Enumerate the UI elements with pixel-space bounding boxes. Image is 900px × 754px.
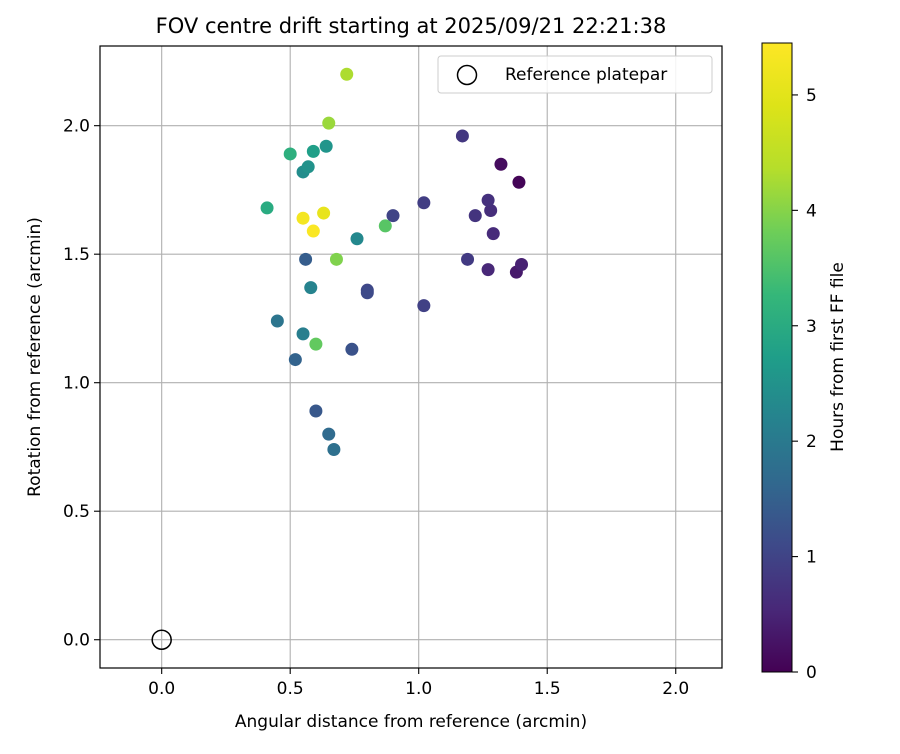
colorbar: 0 1 2 3 4 5 Hours from first FF file (761, 42, 848, 683)
legend: Reference platepar (437, 55, 713, 94)
data-point (319, 139, 333, 153)
data-point (309, 404, 323, 418)
colorbar-tick-label: 5 (806, 86, 817, 106)
plot-background (100, 46, 722, 668)
data-point (322, 427, 336, 441)
colorbar-label: Hours from first FF file (828, 262, 848, 452)
reference-platepar-marker (151, 629, 172, 650)
data-point (306, 144, 320, 158)
data-point (301, 160, 315, 174)
colorbar-gradient (761, 42, 793, 673)
data-point (322, 116, 336, 130)
data-point (329, 252, 343, 266)
data-point (309, 337, 323, 351)
x-axis-ticks: 0.0 0.5 1.0 1.5 2.0 (148, 668, 689, 699)
data-point (360, 286, 374, 300)
y-axis-ticks: 0.0 0.5 1.0 1.5 2.0 (63, 117, 100, 651)
data-point (481, 263, 495, 277)
data-point (512, 175, 526, 189)
data-point (340, 67, 354, 81)
colorbar-tick-label: 1 (806, 548, 817, 568)
chart-title: FOV centre drift starting at 2025/09/21 … (156, 14, 667, 38)
data-point (270, 314, 284, 328)
x-tick-label: 1.0 (405, 679, 432, 699)
data-point (288, 353, 302, 367)
x-axis-label: Angular distance from reference (arcmin) (235, 712, 587, 732)
data-point (296, 211, 310, 225)
y-axis-label: Rotation from reference (arcmin) (25, 217, 45, 497)
data-point (417, 299, 431, 313)
data-point (317, 206, 331, 220)
data-point (260, 201, 274, 215)
data-point (296, 327, 310, 341)
data-point (455, 129, 469, 143)
colorbar-tick-label: 2 (806, 432, 817, 452)
legend-label: Reference platepar (505, 65, 667, 85)
data-point (484, 203, 498, 217)
data-point (306, 224, 320, 238)
data-point (481, 193, 495, 207)
legend-marker (456, 64, 478, 86)
data-point (461, 252, 475, 266)
x-tick-label: 1.5 (534, 679, 561, 699)
data-point (515, 257, 529, 271)
data-point (350, 232, 364, 246)
y-tick-label: 0.5 (63, 502, 90, 522)
y-tick-label: 0.0 (63, 631, 90, 651)
data-point (468, 209, 482, 223)
data-point (304, 281, 318, 295)
data-point (417, 196, 431, 210)
colorbar-tick-label: 3 (806, 317, 817, 337)
data-point (386, 209, 400, 223)
data-point (299, 252, 313, 266)
data-point (494, 157, 508, 171)
x-tick-label: 2.0 (662, 679, 689, 699)
scatter-points (151, 67, 529, 650)
data-point (486, 227, 500, 241)
x-tick-label: 0.0 (148, 679, 175, 699)
y-tick-label: 1.0 (63, 374, 90, 394)
legend-box (437, 55, 713, 94)
y-tick-label: 1.5 (63, 245, 90, 265)
colorbar-tick-label: 4 (806, 201, 817, 221)
colorbar-tick-label: 0 (806, 663, 817, 683)
plot-frame (99, 45, 723, 669)
data-point (283, 147, 297, 161)
data-point (378, 219, 392, 233)
data-point (345, 342, 359, 356)
data-point (327, 443, 341, 457)
y-tick-label: 2.0 (63, 117, 90, 137)
colorbar-ticks: 0 1 2 3 4 5 (792, 86, 817, 683)
x-tick-label: 0.5 (277, 679, 304, 699)
